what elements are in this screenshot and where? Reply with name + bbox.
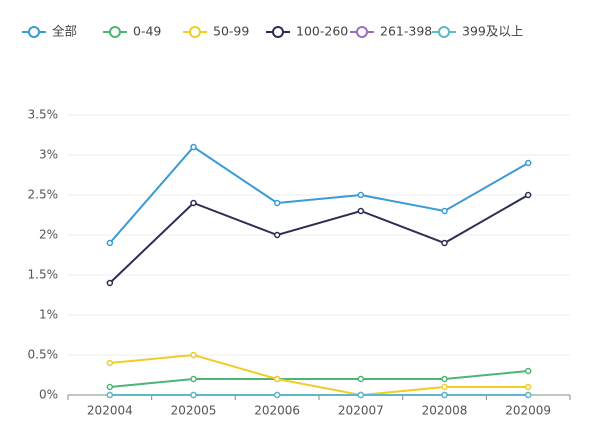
legend-label: 0-49: [133, 24, 161, 39]
data-point: [106, 359, 114, 367]
data-point: [106, 279, 114, 287]
legend-marker: [189, 26, 201, 38]
data-point: [190, 351, 197, 359]
legend-label: 399及以上: [462, 24, 523, 39]
data-point: [273, 231, 281, 239]
legend-marker: [356, 26, 368, 38]
y-tick-label: 2%: [39, 228, 58, 242]
data-point: [441, 207, 448, 215]
data-point: [524, 159, 532, 167]
series-line: [109, 145, 529, 244]
data-point: [190, 391, 197, 399]
legend-marker: [28, 26, 40, 38]
data-point: [273, 199, 281, 207]
legend-marker: [109, 26, 121, 38]
data-point: [357, 391, 365, 399]
data-point: [190, 143, 197, 151]
data-point: [106, 239, 114, 247]
data-point: [357, 375, 365, 383]
y-tick-label: 2.5%: [28, 188, 59, 202]
data-point: [357, 191, 365, 199]
y-tick-label: 1.5%: [28, 268, 59, 282]
y-tick-label: 0%: [39, 388, 58, 402]
data-point: [190, 375, 197, 383]
data-point: [106, 391, 114, 399]
series-line: [109, 370, 529, 388]
legend-label: 50-99: [213, 24, 249, 39]
data-point: [524, 191, 532, 199]
x-tick-label: 202008: [422, 404, 468, 418]
legend-marker: [438, 26, 450, 38]
data-point: [273, 391, 281, 399]
legend-label: 100-260: [296, 24, 348, 39]
x-tick-label: 202005: [171, 404, 217, 418]
data-point: [524, 391, 532, 399]
legend-marker: [272, 26, 284, 38]
x-tick-label: 202007: [338, 404, 384, 418]
y-tick-label: 3.5%: [28, 108, 59, 122]
data-point: [106, 383, 114, 391]
legend-label: 全部: [52, 24, 77, 39]
data-point: [441, 375, 448, 383]
data-point: [190, 199, 197, 207]
y-tick-label: 1%: [39, 308, 58, 322]
legend-label: 261-398: [380, 24, 432, 39]
x-tick-label: 202004: [87, 404, 133, 418]
y-tick-label: 0.5%: [28, 348, 59, 362]
x-tick-label: 202006: [254, 404, 300, 418]
data-point: [524, 383, 532, 391]
legend: 全部 0-49 50-99 100-260 261-398 399及以上: [22, 24, 523, 39]
data-point: [441, 239, 448, 247]
y-tick-label: 3%: [39, 148, 58, 162]
data-point: [441, 383, 448, 391]
data-point: [441, 391, 448, 399]
series-line: [109, 353, 529, 397]
data-point: [357, 207, 365, 215]
x-tick-label: 202009: [505, 404, 551, 418]
data-point: [273, 375, 281, 383]
data-point: [524, 367, 532, 375]
series-line: [109, 194, 529, 284]
